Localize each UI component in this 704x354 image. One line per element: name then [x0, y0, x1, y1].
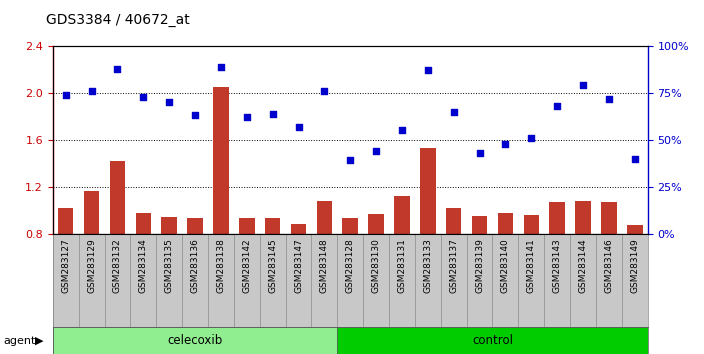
- Bar: [265, 218, 280, 234]
- Bar: [493, 234, 518, 327]
- Bar: [415, 234, 441, 327]
- Bar: [311, 234, 337, 327]
- Bar: [260, 234, 286, 327]
- Bar: [104, 234, 130, 327]
- Bar: [472, 216, 487, 234]
- Bar: [208, 234, 234, 327]
- Point: [86, 88, 97, 94]
- Bar: [441, 234, 467, 327]
- Text: GSM283132: GSM283132: [113, 238, 122, 293]
- Text: GSM283144: GSM283144: [579, 238, 588, 293]
- Text: celecoxib: celecoxib: [168, 334, 222, 347]
- Bar: [420, 148, 436, 234]
- Point: [241, 114, 253, 120]
- Bar: [317, 201, 332, 234]
- Bar: [213, 87, 229, 234]
- Text: GSM283127: GSM283127: [61, 238, 70, 293]
- Bar: [342, 218, 358, 234]
- Text: GSM283131: GSM283131: [398, 238, 406, 293]
- Bar: [394, 196, 410, 234]
- Text: GSM283133: GSM283133: [423, 238, 432, 293]
- Point: [267, 111, 278, 116]
- Bar: [524, 215, 539, 234]
- Text: GSM283141: GSM283141: [527, 238, 536, 293]
- Bar: [575, 201, 591, 234]
- Bar: [187, 218, 203, 234]
- Point: [215, 64, 227, 69]
- Text: GSM283148: GSM283148: [320, 238, 329, 293]
- Bar: [518, 234, 544, 327]
- Text: GSM283139: GSM283139: [475, 238, 484, 293]
- Bar: [79, 234, 104, 327]
- Text: agent: agent: [4, 336, 36, 346]
- Point: [345, 158, 356, 163]
- Point: [112, 66, 123, 72]
- Bar: [596, 234, 622, 327]
- Point: [138, 94, 149, 99]
- Point: [448, 109, 459, 115]
- Point: [319, 88, 330, 94]
- Point: [551, 103, 562, 109]
- Point: [629, 156, 641, 161]
- Text: GSM283129: GSM283129: [87, 238, 96, 293]
- Text: GSM283147: GSM283147: [294, 238, 303, 293]
- Bar: [161, 217, 177, 234]
- Bar: [234, 234, 260, 327]
- Bar: [291, 224, 306, 234]
- Point: [500, 141, 511, 147]
- Bar: [337, 327, 648, 354]
- Bar: [363, 234, 389, 327]
- Bar: [601, 202, 617, 234]
- Text: control: control: [472, 334, 513, 347]
- Bar: [136, 212, 151, 234]
- Point: [474, 150, 485, 156]
- Text: GSM283145: GSM283145: [268, 238, 277, 293]
- Bar: [627, 225, 643, 234]
- Bar: [156, 234, 182, 327]
- Bar: [110, 161, 125, 234]
- Point: [396, 128, 408, 133]
- Bar: [368, 214, 384, 234]
- Bar: [286, 234, 311, 327]
- Point: [577, 82, 589, 88]
- Point: [422, 68, 434, 73]
- Bar: [84, 192, 99, 234]
- Bar: [58, 208, 73, 234]
- Text: GSM283138: GSM283138: [216, 238, 225, 293]
- Text: GDS3384 / 40672_at: GDS3384 / 40672_at: [46, 12, 189, 27]
- Text: GSM283149: GSM283149: [630, 238, 639, 293]
- Bar: [389, 234, 415, 327]
- Bar: [622, 234, 648, 327]
- Bar: [498, 212, 513, 234]
- Bar: [53, 327, 337, 354]
- Bar: [337, 234, 363, 327]
- Bar: [130, 234, 156, 327]
- Text: ▶: ▶: [35, 336, 44, 346]
- Point: [293, 124, 304, 130]
- Text: GSM283143: GSM283143: [553, 238, 562, 293]
- Bar: [446, 208, 461, 234]
- Text: GSM283136: GSM283136: [191, 238, 199, 293]
- Text: GSM283135: GSM283135: [165, 238, 174, 293]
- Bar: [182, 234, 208, 327]
- Point: [189, 113, 201, 118]
- Text: GSM283128: GSM283128: [346, 238, 355, 293]
- Bar: [549, 202, 565, 234]
- Text: GSM283142: GSM283142: [242, 238, 251, 293]
- Point: [603, 96, 615, 101]
- Text: GSM283146: GSM283146: [604, 238, 613, 293]
- Point: [60, 92, 71, 98]
- Text: GSM283137: GSM283137: [449, 238, 458, 293]
- Text: GSM283140: GSM283140: [501, 238, 510, 293]
- Point: [163, 99, 175, 105]
- Bar: [544, 234, 570, 327]
- Point: [526, 135, 537, 141]
- Text: GSM283134: GSM283134: [139, 238, 148, 293]
- Bar: [53, 234, 79, 327]
- Point: [370, 148, 382, 154]
- Text: GSM283130: GSM283130: [372, 238, 381, 293]
- Bar: [239, 218, 255, 234]
- Bar: [467, 234, 493, 327]
- Bar: [570, 234, 596, 327]
